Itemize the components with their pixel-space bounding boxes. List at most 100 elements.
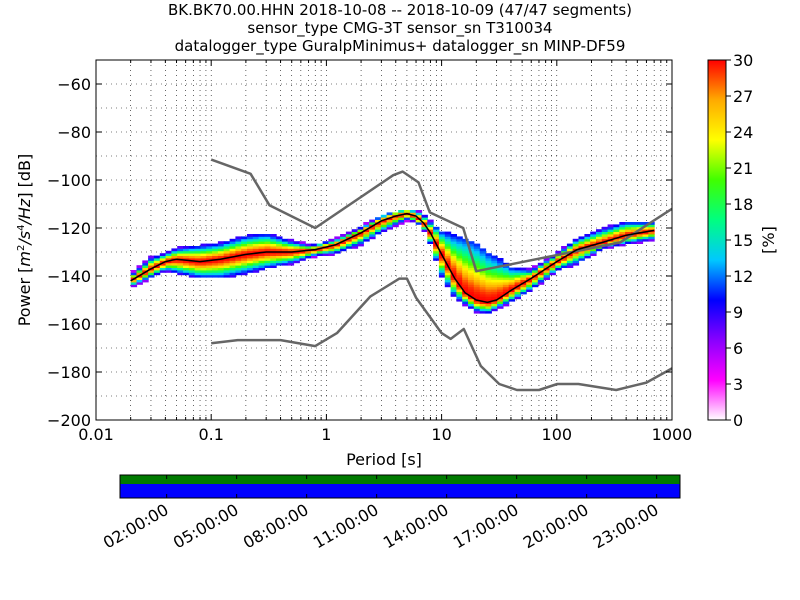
psd-cell: [212, 255, 219, 259]
psd-cell: [543, 274, 550, 278]
psd-cell: [619, 236, 626, 240]
psd-cell: [636, 238, 644, 242]
psd-cell: [508, 279, 516, 283]
psd-cell: [130, 274, 138, 278]
psd-cell: [473, 308, 481, 312]
psd-cell: [601, 231, 609, 235]
psd-cell: [217, 267, 225, 271]
psd-cell: [183, 250, 190, 254]
psd-cell: [462, 289, 469, 292]
psd-cell: [462, 301, 469, 304]
psd-cell: [241, 238, 248, 242]
psd-cell: [392, 219, 399, 223]
psd-cell: [444, 255, 452, 259]
psd-cell: [502, 286, 510, 290]
psd-cell: [229, 238, 236, 242]
psd-cell: [404, 219, 411, 223]
psd-cell: [334, 250, 341, 254]
psd-cell: [188, 265, 196, 268]
series-mode: [130, 212, 655, 304]
psd-cell: [450, 253, 457, 256]
psd-cell: [142, 272, 149, 276]
psd-cell: [223, 274, 231, 278]
psd-cell: [485, 262, 492, 266]
psd-cell: [485, 289, 492, 292]
psd-cell: [392, 217, 399, 220]
psd-cell: [468, 243, 475, 247]
psd-cell: [153, 270, 161, 273]
psd-cell: [543, 260, 550, 264]
psd-cell: [287, 243, 295, 247]
psd-cell: [247, 258, 254, 261]
psd-cell: [206, 267, 213, 271]
psd-cell: [578, 253, 585, 256]
psd-cell: [549, 260, 556, 264]
psd-cell: [328, 238, 335, 242]
psd-cell: [235, 270, 242, 273]
psd-cell: [153, 265, 161, 268]
psd-cell: [613, 231, 620, 235]
psd-cell: [438, 238, 446, 242]
psd-cell: [497, 294, 504, 297]
colorbar-tick-label: 12: [733, 267, 753, 286]
psd-cell: [485, 255, 492, 259]
psd-cell: [311, 253, 318, 256]
psd-cell: [532, 279, 539, 283]
psd-cell: [293, 258, 300, 261]
psd-cell: [345, 231, 353, 235]
psd-cell: [473, 255, 481, 259]
psd-cell: [229, 258, 236, 261]
psd-cell: [473, 306, 481, 309]
psd-cell: [334, 238, 341, 242]
psd-cell: [462, 270, 469, 273]
psd-cell: [305, 246, 312, 249]
psd-cell: [264, 234, 271, 237]
psd-cell: [555, 262, 562, 266]
psd-cell: [619, 243, 626, 247]
psd-cell: [264, 248, 271, 252]
psd-cell: [427, 224, 434, 228]
psd-cell: [438, 250, 446, 254]
psd-cell: [223, 246, 231, 249]
psd-cell: [450, 243, 457, 247]
psd-cell: [502, 284, 510, 288]
psd-cell: [217, 248, 225, 252]
psd-cell: [590, 241, 597, 244]
psd-cell: [247, 236, 254, 240]
psd-coverage-bar: [120, 484, 680, 498]
psd-cell: [177, 272, 184, 276]
psd-cell: [235, 238, 242, 242]
psd-cell: [153, 262, 161, 266]
psd-cell: [345, 241, 353, 244]
plot-frame: [95, 59, 673, 421]
psd-cell: [462, 282, 469, 285]
psd-cell: [479, 306, 487, 309]
psd-cell: [468, 306, 475, 309]
psd-cell: [270, 255, 277, 259]
psd-cell: [241, 250, 248, 254]
psd-cell: [601, 238, 609, 242]
psd-cell: [357, 238, 364, 242]
psd-cell: [578, 238, 585, 242]
psd-cell: [142, 274, 149, 278]
psd-cell: [177, 260, 184, 264]
psd-cell: [235, 255, 242, 259]
psd-cell: [491, 291, 498, 295]
psd-cell: [177, 265, 184, 268]
psd-cell: [520, 270, 527, 273]
psd-cell: [165, 260, 172, 264]
psd-cell: [206, 265, 213, 268]
psd-cell: [462, 294, 469, 297]
psd-cell: [462, 284, 469, 288]
psd-cell: [473, 284, 481, 288]
psd-cell: [200, 253, 207, 256]
data-coverage-timeline: 02:00:0005:00:0008:00:0011:00:0014:00:00…: [100, 474, 681, 552]
psd-cell: [537, 282, 545, 285]
psd-cell: [421, 214, 428, 218]
psd-cell: [200, 248, 207, 252]
psd-cell: [438, 262, 446, 266]
psd-cell: [247, 243, 254, 247]
psd-cell: [561, 265, 568, 268]
psd-cell: [485, 274, 492, 278]
